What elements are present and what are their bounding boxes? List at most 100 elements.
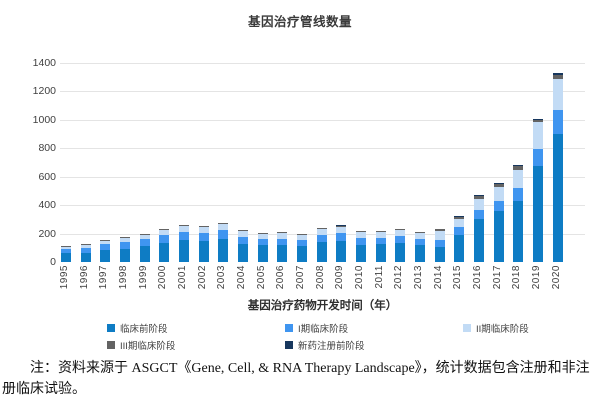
bar-segment bbox=[198, 226, 209, 233]
bar-segment bbox=[257, 232, 268, 234]
bar-segment bbox=[316, 235, 327, 243]
bar-segment bbox=[198, 240, 209, 262]
bar-segment bbox=[414, 244, 425, 262]
x-axis-tick-label: 2001 bbox=[176, 265, 188, 290]
bar-segment bbox=[178, 231, 189, 240]
gridline bbox=[60, 148, 585, 150]
bar-segment bbox=[375, 232, 386, 239]
y-axis-tick-label: 800 bbox=[38, 142, 56, 155]
bar-segment bbox=[100, 240, 111, 245]
y-axis-tick-label: 1200 bbox=[32, 85, 56, 98]
bar-segment bbox=[159, 228, 170, 230]
bar-segment bbox=[513, 166, 524, 171]
bar-segment bbox=[395, 242, 406, 262]
x-axis-tick-label: 2006 bbox=[275, 265, 287, 290]
bar-segment bbox=[80, 244, 91, 246]
y-axis-tick-label: 1400 bbox=[32, 57, 56, 69]
bar-segment bbox=[178, 239, 189, 262]
bar-segment bbox=[552, 74, 563, 79]
bar-segment bbox=[434, 246, 445, 262]
bar-segment bbox=[237, 236, 248, 244]
bar-segment bbox=[159, 235, 170, 243]
bar-segment bbox=[434, 231, 445, 240]
bar-segment bbox=[277, 238, 288, 245]
bar-segment bbox=[532, 120, 543, 123]
bar-segment bbox=[552, 72, 563, 75]
bar-segment bbox=[80, 247, 91, 253]
legend-swatch-icon bbox=[285, 341, 293, 349]
bar-segment bbox=[218, 238, 229, 262]
bar-segment bbox=[375, 238, 386, 245]
x-axis-tick-label: 2012 bbox=[393, 265, 405, 290]
bar-segment bbox=[139, 234, 150, 235]
x-axis-tick-label: 1996 bbox=[78, 265, 90, 290]
bar-segment bbox=[119, 237, 130, 239]
bar-segment bbox=[178, 224, 189, 226]
bar-segment bbox=[336, 224, 347, 226]
gridline bbox=[60, 205, 585, 207]
legend-item: I期临床阶段 bbox=[285, 322, 349, 335]
y-axis-tick-label: 200 bbox=[38, 227, 56, 240]
bar-segment bbox=[119, 248, 130, 262]
bar-segment bbox=[434, 239, 445, 247]
bar-segment bbox=[139, 235, 150, 240]
bar-segment bbox=[375, 231, 386, 233]
bar-segment bbox=[454, 215, 465, 217]
bar-segment bbox=[178, 225, 189, 232]
bar-segment bbox=[473, 199, 484, 211]
legend-item: II期临床阶段 bbox=[463, 322, 529, 335]
bar-segment bbox=[414, 232, 425, 234]
bar-segment bbox=[336, 240, 347, 262]
bar-segment bbox=[552, 78, 563, 110]
x-axis-tick-label: 2015 bbox=[452, 265, 464, 290]
bar-segment bbox=[61, 247, 71, 250]
bar-segment bbox=[218, 230, 229, 239]
x-axis-tick-label: 2020 bbox=[550, 265, 562, 290]
bar-segment bbox=[237, 231, 248, 237]
bar-segment bbox=[316, 242, 327, 262]
bar-segment bbox=[257, 245, 268, 262]
bar-segment bbox=[316, 229, 327, 236]
bar-segment bbox=[119, 242, 130, 249]
bar-segment bbox=[493, 200, 504, 211]
x-axis-tick-label: 2014 bbox=[432, 265, 444, 290]
bar-segment bbox=[395, 228, 406, 230]
bar-segment bbox=[513, 170, 524, 189]
bar-segment bbox=[395, 229, 406, 237]
bar-segment bbox=[100, 249, 111, 262]
gridline bbox=[60, 119, 585, 121]
bar-segment bbox=[100, 239, 111, 241]
legend-label: 新药注册前阶段 bbox=[298, 341, 365, 352]
bar-segment bbox=[532, 149, 543, 167]
bar-segment bbox=[277, 232, 288, 234]
bar-segment bbox=[355, 238, 366, 245]
legend-swatch-icon bbox=[107, 341, 115, 349]
bar-segment bbox=[454, 227, 465, 235]
bar-segment bbox=[552, 134, 563, 262]
legend-label: I期临床阶段 bbox=[298, 324, 349, 335]
x-axis-tick-label: 2005 bbox=[255, 265, 267, 290]
bar-segment bbox=[336, 233, 347, 241]
legend-label: II期临床阶段 bbox=[476, 324, 529, 335]
bar-segment bbox=[493, 183, 504, 187]
bar-segment bbox=[139, 246, 150, 262]
bar-segment bbox=[532, 122, 543, 149]
x-axis-tick-label: 2002 bbox=[196, 265, 208, 290]
legend-swatch-icon bbox=[463, 324, 471, 332]
bar-segment bbox=[296, 233, 307, 235]
legend-item: 新药注册前阶段 bbox=[285, 339, 365, 352]
legend-item: III期临床阶段 bbox=[107, 339, 175, 352]
y-axis-tick-label: 600 bbox=[38, 170, 56, 183]
x-axis-tick-label: 2003 bbox=[216, 265, 228, 290]
bar-segment bbox=[257, 233, 268, 240]
x-axis-tick-label: 2009 bbox=[334, 265, 346, 290]
source-note: 注：资料来源于 ASGCT《Gene, Cell, & RNA Therapy … bbox=[2, 361, 590, 397]
bar-segment bbox=[139, 239, 150, 247]
gridline bbox=[60, 63, 585, 64]
bar-segment bbox=[454, 216, 465, 220]
bar-segment bbox=[237, 230, 248, 232]
bar-segment bbox=[257, 239, 268, 246]
bar-segment bbox=[61, 253, 71, 262]
bar-segment bbox=[395, 236, 406, 243]
bar-segment bbox=[80, 245, 91, 248]
